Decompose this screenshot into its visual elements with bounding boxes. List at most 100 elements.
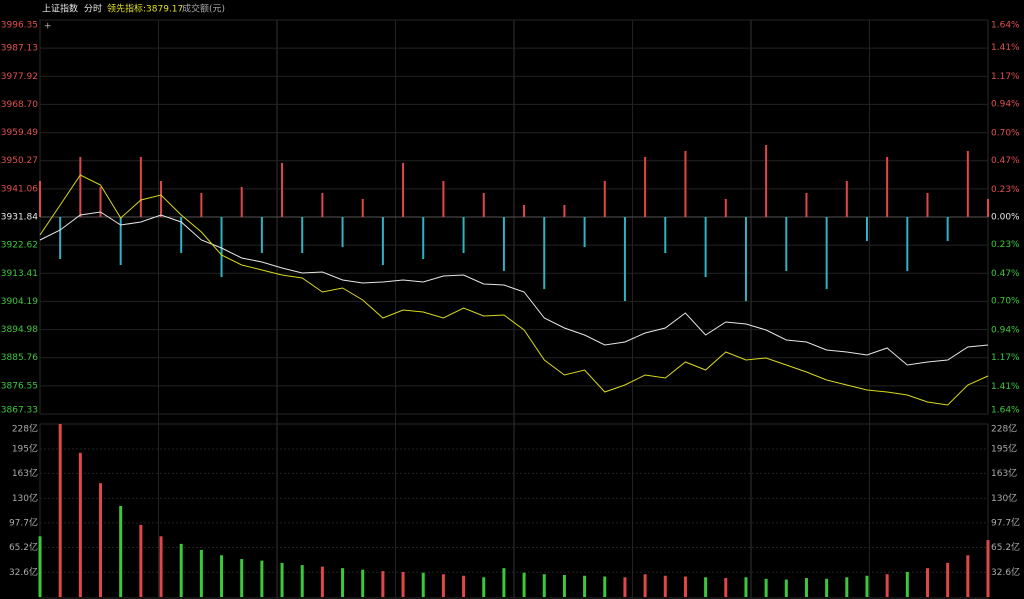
pressure-bar [845,180,848,217]
price-line [39,211,989,366]
pressure-bar [906,217,909,272]
volume-bar [986,540,990,597]
vertical-grid [158,20,870,598]
volume-bar [925,568,929,597]
pressure-bar [79,156,82,217]
y-right-tick-label: 195亿 [991,443,1017,455]
pressure-bar [785,217,788,272]
pressure-bar [119,217,122,266]
pressure-bar [200,192,203,217]
y-tick-label: 3977.92 [1,72,38,82]
pressure-bar [502,217,505,272]
pressure-bar [966,150,969,217]
pressure-bar [623,217,626,302]
volume-bar [179,543,183,597]
y-tick-label: 3904.19 [1,297,38,307]
volume-bar [724,578,728,597]
y-tick-label: 228亿 [12,423,38,435]
pressure-bar [704,217,707,278]
volume-bar [583,575,587,597]
volume-bar [845,577,849,597]
pressure-bar [765,144,768,217]
pressure-bar [99,186,102,217]
y2-tick-label: 1.17% [991,72,1020,82]
pressure-bar [281,162,284,217]
y-tick-label: 195亿 [12,443,38,455]
y2-tick-label: 0.47% [991,156,1020,166]
y2-tick-label: 0.70% [991,128,1020,138]
y-tick-label: 130亿 [12,492,38,504]
volume-bar [542,574,546,597]
volume-bar [381,571,385,597]
y-right-tick-label: 97.7亿 [991,516,1020,528]
y-right-tick-label: 32.6亿 [991,566,1020,578]
y-tick-label: 3922.62 [1,241,38,251]
pressure-bar [583,217,586,248]
pressure-bar [926,192,929,217]
crosshair-icon[interactable]: + [44,22,52,32]
volume-bar [341,568,345,597]
volume-bar [804,578,808,597]
y-tick-label: 3894.98 [1,325,38,335]
pressure-bar [321,192,324,217]
pressure-bar [543,217,546,290]
y-tick-label: 3959.49 [1,128,38,138]
volume-bar [58,424,62,597]
pressure-bar [563,204,566,217]
volume-bar [320,566,324,597]
volume-bar [905,571,909,597]
pressure-bar [946,217,949,242]
volume-bar [300,565,304,597]
volume-bar [885,574,889,597]
pressure-bar [886,156,889,217]
pressure-bar [825,217,828,290]
pressure-bar [220,217,223,278]
pressure-bar [260,217,263,254]
pressure-bar [402,162,405,217]
volume-bar [663,575,667,597]
volume-bar [946,562,950,597]
pressure-bar [805,192,808,217]
y-right-tick-label: 130亿 [991,492,1017,504]
y2-tick-label: 1.17% [991,353,1020,363]
y-tick-label: 3968.70 [1,100,38,110]
pressure-bar [462,217,465,254]
volume-bar [683,576,687,597]
volume-bar [522,572,526,597]
pressure-bar [664,217,667,254]
y-tick-label: 3931.84 [1,213,38,223]
y-right-tick-label: 65.2亿 [991,541,1020,553]
y2-tick-label: 0.94% [991,100,1020,110]
volume-bar [260,560,264,597]
y2-tick-label: 1.41% [991,43,1020,53]
y-tick-label: 163亿 [12,467,38,479]
pressure-bar [724,198,727,217]
volume-bar [159,536,163,597]
volume-bar [78,452,82,597]
volume-bar [421,572,425,597]
y-tick-label: 3913.41 [1,269,38,279]
y2-tick-label: 0.47% [991,269,1020,279]
pressure-bar [381,217,384,266]
pressure-bar [160,180,163,217]
y-tick-label: 65.2亿 [9,541,38,553]
pressure-bar [865,217,868,242]
volume-bar [462,575,466,597]
pressure-bar [644,156,647,217]
volume-bar [562,574,566,597]
pressure-bar [139,156,142,217]
y2-tick-label: 1.41% [991,382,1020,392]
pressure-bar [482,192,485,217]
volume-bar [199,549,203,597]
pressure-bar [59,217,62,260]
y-tick-label: 3876.55 [1,381,38,391]
volume-bar [623,577,627,597]
volume-bar [280,562,284,597]
volume-bar [240,559,244,597]
pressure-bar [684,150,687,217]
mode-tab[interactable]: 分时 [84,3,102,15]
volume-bar [603,576,607,597]
volume-bar [744,577,748,597]
y2-tick-label: 0.23% [991,240,1020,250]
volume-bar [119,505,123,597]
